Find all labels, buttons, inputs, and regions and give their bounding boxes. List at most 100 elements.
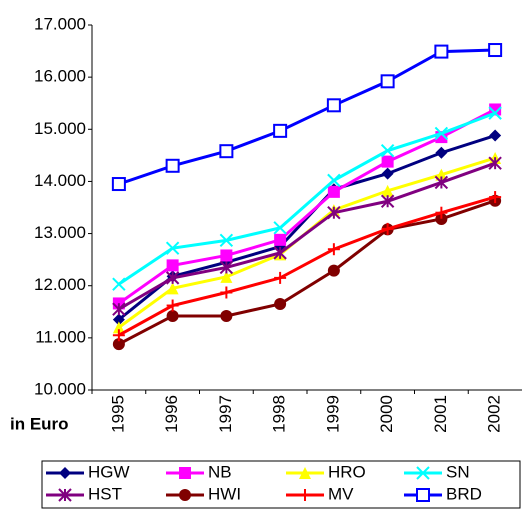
marker: [220, 309, 233, 322]
y-tick-label: 16.000: [34, 67, 86, 86]
x-tick-label: 2002: [485, 395, 504, 433]
marker: [327, 264, 340, 277]
marker: [435, 146, 448, 159]
marker-shape: [165, 158, 180, 173]
marker: [326, 98, 341, 113]
legend-label: NB: [208, 462, 232, 481]
marker: [274, 233, 287, 246]
x-tick-label: 2000: [377, 395, 396, 433]
marker-shape: [112, 313, 125, 326]
x-tick-label: 1995: [108, 395, 127, 433]
marker: [327, 185, 340, 198]
marker: [381, 167, 394, 180]
marker-shape: [489, 129, 502, 142]
marker: [112, 338, 125, 351]
x-tick-label: 1999: [323, 395, 342, 433]
marker-shape: [435, 168, 448, 181]
y-tick-label: 12.000: [34, 275, 86, 294]
marker: [112, 313, 125, 326]
marker: [179, 489, 191, 501]
marker-shape: [381, 155, 394, 168]
marker-stroke: [112, 277, 126, 291]
marker-shape: [166, 309, 179, 322]
marker-stroke: [416, 466, 430, 480]
marker: [220, 249, 233, 262]
marker: [166, 282, 179, 295]
marker: [380, 74, 395, 89]
series-line: [118, 195, 496, 337]
marker-shape: [488, 43, 503, 58]
marker: [219, 260, 234, 275]
marker: [273, 246, 287, 260]
marker: [112, 302, 126, 316]
marker-stroke: [434, 126, 449, 141]
marker: [434, 126, 449, 141]
marker-shape: [327, 264, 340, 277]
marker: [165, 271, 180, 285]
x-tick-label: 1997: [216, 395, 235, 433]
marker: [166, 259, 179, 272]
marker: [179, 467, 191, 479]
marker: [112, 329, 125, 342]
y-tick-label: 15.000: [34, 119, 86, 138]
marker: [166, 309, 179, 322]
marker: [416, 488, 430, 502]
marker: [220, 270, 233, 283]
marker: [434, 175, 449, 190]
y-tick-label: 10.000: [34, 379, 86, 398]
marker: [489, 103, 502, 116]
marker: [219, 233, 234, 248]
marker-stroke: [219, 233, 234, 248]
marker: [435, 212, 448, 225]
marker-stroke: [380, 143, 395, 158]
marker: [59, 467, 71, 479]
marker: [274, 271, 287, 284]
marker-shape: [274, 297, 287, 310]
marker-stroke: [165, 241, 180, 255]
marker: [219, 144, 234, 159]
y-tick-label: 17.000: [34, 14, 86, 33]
x-tick-label: 2001: [431, 395, 450, 433]
x-tick-label: 1996: [162, 395, 181, 433]
legend-label: HWI: [208, 484, 241, 503]
legend-label: HST: [88, 484, 122, 503]
series-line: [117, 134, 496, 321]
marker-shape: [274, 233, 287, 246]
marker-shape: [380, 74, 395, 89]
marker-shape: [166, 259, 179, 272]
marker: [380, 143, 395, 158]
legend-label: MV: [328, 484, 354, 503]
marker: [274, 297, 287, 310]
marker-shape: [112, 321, 125, 334]
marker: [327, 173, 341, 188]
marker: [111, 177, 126, 192]
marker-shape: [434, 44, 449, 59]
marker: [489, 191, 502, 204]
y-tick-label: 11.000: [35, 327, 86, 346]
marker-shape: [179, 489, 191, 501]
marker-shape: [179, 467, 191, 479]
marker: [273, 221, 287, 235]
marker: [165, 158, 180, 173]
legend: [41, 460, 521, 509]
marker-shape: [166, 282, 179, 295]
marker: [488, 106, 502, 120]
y-axis-label: in Euro: [10, 414, 69, 433]
marker: [381, 155, 394, 168]
marker-shape: [220, 309, 233, 322]
marker-shape: [299, 467, 311, 479]
series-line: [118, 48, 496, 186]
marker: [58, 488, 72, 502]
legend-label: SN: [446, 462, 470, 481]
marker-shape: [326, 98, 341, 113]
marker: [299, 489, 311, 501]
marker: [327, 206, 341, 220]
marker-shape: [435, 146, 448, 159]
marker-shape: [381, 184, 394, 197]
marker: [488, 156, 502, 170]
marker: [416, 466, 430, 480]
marker: [112, 321, 125, 334]
marker-shape: [327, 185, 340, 198]
marker: [380, 194, 395, 208]
